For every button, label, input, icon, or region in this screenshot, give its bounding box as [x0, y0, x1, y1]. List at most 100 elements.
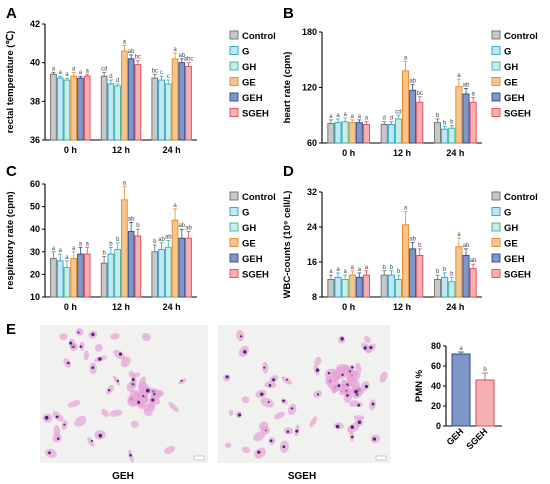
stained-cell — [52, 433, 62, 443]
stained-cell — [75, 328, 84, 336]
significance-label: b — [397, 269, 401, 275]
significance-label: a — [329, 269, 333, 275]
stained-cell — [347, 376, 357, 387]
x-category-label: 24 h — [446, 302, 464, 312]
legend-label: GH — [504, 223, 518, 234]
significance-label: d — [383, 116, 386, 122]
significance-label: b — [483, 367, 487, 373]
y-axis-title: PMN % — [414, 369, 425, 402]
x-category-label: 12 h — [393, 302, 411, 312]
bar — [127, 231, 135, 298]
cell-nucleus — [290, 407, 294, 410]
bar — [380, 274, 388, 298]
cell-nucleus — [44, 415, 49, 420]
micrograph-geh-scale-bar — [193, 455, 205, 461]
bar — [63, 267, 71, 298]
stained-cell — [83, 350, 89, 361]
legend-swatch — [229, 61, 239, 71]
significance-label: d — [390, 116, 393, 122]
stained-cell — [59, 333, 68, 341]
stained-cell — [224, 442, 232, 448]
y-tick-label: 120 — [302, 83, 317, 93]
cell-nucleus — [151, 398, 155, 402]
bar — [441, 276, 449, 298]
significance-label: bc — [135, 55, 141, 61]
y-tick-label: 20 — [30, 269, 40, 279]
stained-cell — [113, 375, 121, 386]
stained-cell — [314, 356, 322, 366]
micrograph-geh-cells — [42, 328, 187, 463]
cell-nucleus — [145, 388, 150, 393]
cell-nucleus — [354, 389, 358, 394]
significance-label: a — [404, 56, 408, 62]
stained-cell — [101, 409, 110, 418]
significance-label: b — [116, 237, 120, 243]
stained-cell — [109, 409, 123, 417]
panel-letter-c: C — [6, 163, 17, 180]
x-category-label: 0 h — [64, 302, 77, 312]
y-tick-label: 42 — [30, 19, 40, 29]
x-category-label: 0 h — [64, 145, 77, 155]
cell-nucleus — [69, 341, 73, 345]
significance-label: ab — [185, 225, 192, 231]
legend-label: G — [242, 47, 249, 58]
bar — [409, 248, 417, 298]
y-tick-label: 60 — [431, 361, 441, 371]
y-tick-label: 80 — [431, 341, 441, 351]
y-axis-title: respiratory rate (cpm) — [5, 191, 16, 289]
stained-cell — [141, 333, 151, 342]
legend-swatch — [229, 191, 239, 201]
micrograph-sgeh-scale-bar — [375, 455, 387, 461]
bar — [127, 58, 135, 141]
y-tick-label: 24 — [307, 222, 317, 232]
micrograph-sgeh-cells — [223, 330, 388, 459]
cell-nucleus — [91, 332, 95, 337]
bar — [448, 127, 456, 144]
stained-cell — [355, 362, 362, 375]
stained-cell — [241, 396, 250, 404]
cell-nucleus — [316, 393, 320, 396]
significance-label: abc — [184, 57, 194, 63]
cell-nucleus — [357, 420, 362, 424]
stained-cell — [120, 356, 131, 368]
significance-label: ab — [470, 258, 477, 264]
bar — [348, 274, 356, 298]
legend-label: GH — [242, 62, 256, 73]
cell-nucleus — [48, 451, 51, 455]
significance-label: a — [471, 92, 475, 98]
significance-label: ab — [463, 82, 470, 88]
significance-label: cd — [101, 66, 107, 72]
significance-label: a — [123, 39, 127, 45]
bar — [56, 77, 64, 141]
cell-nucleus — [295, 429, 299, 433]
cell-nucleus — [90, 439, 93, 442]
significance-label: ab — [165, 235, 172, 241]
bar — [185, 66, 192, 141]
cell-nucleus — [98, 433, 103, 438]
stained-cell — [274, 411, 285, 420]
legend-swatch — [491, 61, 501, 71]
cell-nucleus — [351, 366, 354, 369]
significance-label: c — [167, 74, 170, 80]
stained-cell — [53, 425, 61, 438]
stained-cell — [127, 396, 138, 407]
cell-nucleus — [98, 357, 102, 361]
bar — [114, 85, 121, 141]
legend-swatch — [229, 92, 239, 102]
stained-cell — [353, 415, 365, 421]
cell-nucleus — [286, 430, 290, 434]
significance-label: a — [52, 66, 56, 72]
cell-nucleus — [282, 445, 286, 449]
bar — [327, 279, 335, 298]
bar — [434, 279, 442, 298]
stained-cell — [228, 409, 234, 416]
bar — [394, 118, 402, 144]
stained-cell — [110, 333, 120, 340]
stained-cell — [253, 431, 265, 442]
x-category-label: 12 h — [393, 148, 411, 158]
stained-cell — [87, 437, 95, 447]
legend-label: Control — [504, 192, 538, 203]
cell-nucleus — [131, 377, 135, 382]
